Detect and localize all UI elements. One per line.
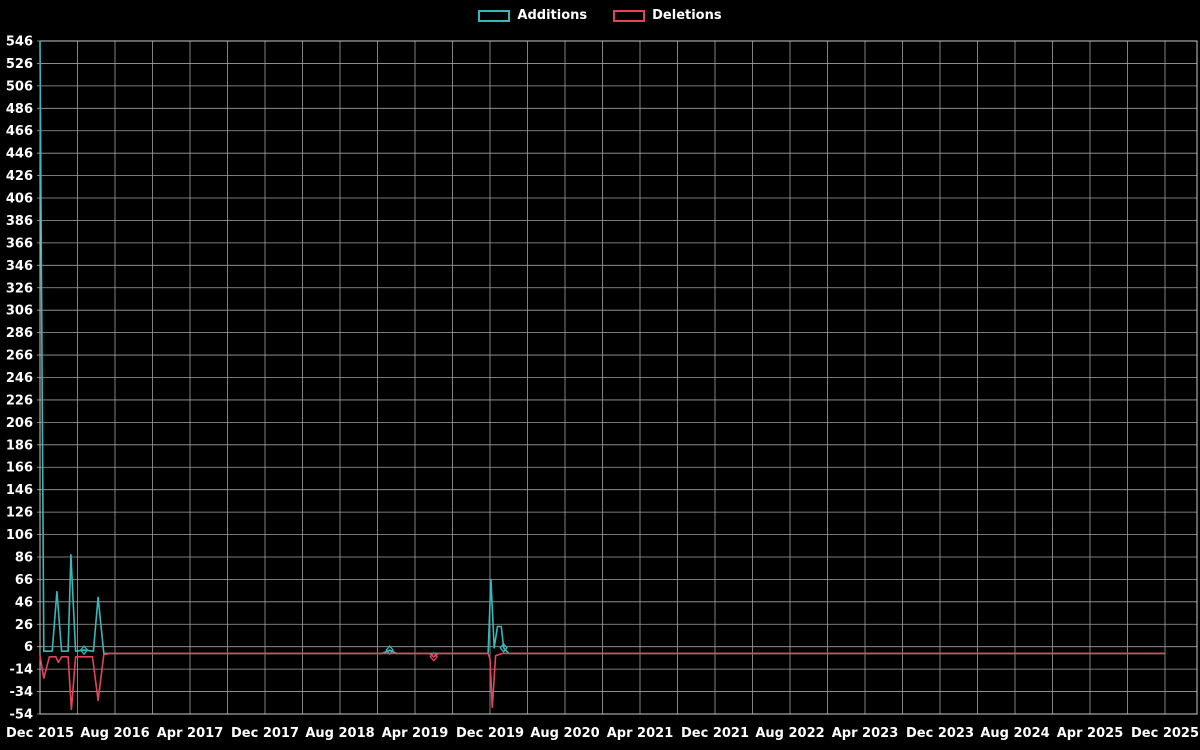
x-tick-label: Aug 2022 (755, 726, 824, 741)
y-tick-label: 506 (6, 79, 33, 94)
x-tick-label: Dec 2025 (1131, 726, 1199, 741)
diamond-marker-icon (499, 642, 508, 653)
diamond-marker-icon (79, 645, 89, 656)
y-tick-label: 206 (6, 416, 33, 431)
x-tick-label: Dec 2015 (6, 726, 74, 741)
y-tick-label: 106 (6, 528, 33, 543)
x-tick-label: Apr 2021 (607, 726, 674, 741)
x-tick-label: Aug 2018 (305, 726, 374, 741)
y-tick-label: 226 (6, 393, 33, 408)
y-tick-label: 286 (6, 326, 33, 341)
x-tick-label: Aug 2016 (80, 726, 149, 741)
y-tick-label: 66 (15, 573, 33, 588)
series-line-deletions (39, 652, 1165, 711)
y-tick-label: -34 (10, 685, 34, 700)
x-tick-label: Apr 2023 (832, 726, 899, 741)
legend-label-deletions: Deletions (652, 8, 722, 23)
y-tick-label: 26 (15, 618, 33, 633)
y-tick-label: 366 (6, 236, 33, 251)
y-tick-label: 166 (6, 461, 33, 476)
deletions-swatch-icon (613, 9, 646, 22)
x-tick-label: Dec 2019 (456, 726, 524, 741)
axis-labels: 5465265064864664464264063863663463263062… (6, 35, 1199, 742)
y-tick-label: -14 (10, 663, 34, 678)
additions-swatch-icon (478, 9, 511, 22)
y-tick-label: 446 (6, 147, 33, 162)
y-tick-label: 346 (6, 259, 33, 274)
y-tick-label: 426 (6, 169, 33, 184)
series-line-additions (39, 40, 1165, 655)
x-tick-label: Dec 2021 (681, 726, 749, 741)
y-tick-label: -54 (10, 708, 34, 723)
x-tick-label: Apr 2017 (157, 726, 224, 741)
y-tick-label: 266 (6, 349, 33, 364)
y-tick-label: 306 (6, 304, 33, 319)
legend-item-additions: Additions (478, 8, 587, 23)
y-tick-label: 486 (6, 102, 33, 117)
x-tick-label: Apr 2019 (382, 726, 449, 741)
legend-item-deletions: Deletions (613, 8, 722, 23)
y-tick-label: 246 (6, 371, 33, 386)
x-tick-label: Dec 2023 (906, 726, 974, 741)
y-tick-label: 46 (15, 595, 33, 610)
legend-label-additions: Additions (517, 8, 588, 23)
x-tick-label: Aug 2020 (530, 726, 599, 741)
grid (37, 40, 1197, 715)
x-tick-label: Apr 2025 (1057, 726, 1124, 741)
chart-legend: Additions Deletions (0, 8, 1200, 23)
y-tick-label: 6 (24, 640, 33, 655)
x-tick-label: Dec 2017 (231, 726, 299, 741)
plot-border (39, 40, 1198, 715)
y-tick-label: 386 (6, 214, 33, 229)
y-tick-label: 546 (6, 35, 33, 50)
y-tick-label: 466 (6, 124, 33, 139)
y-tick-label: 186 (6, 438, 33, 453)
y-tick-label: 526 (6, 57, 33, 72)
y-tick-label: 86 (15, 550, 33, 565)
y-tick-label: 406 (6, 192, 33, 207)
y-tick-label: 126 (6, 506, 33, 521)
y-tick-label: 326 (6, 281, 33, 296)
x-tick-label: Aug 2024 (980, 726, 1049, 741)
y-tick-label: 146 (6, 483, 33, 498)
diamond-marker-icon (429, 651, 439, 662)
